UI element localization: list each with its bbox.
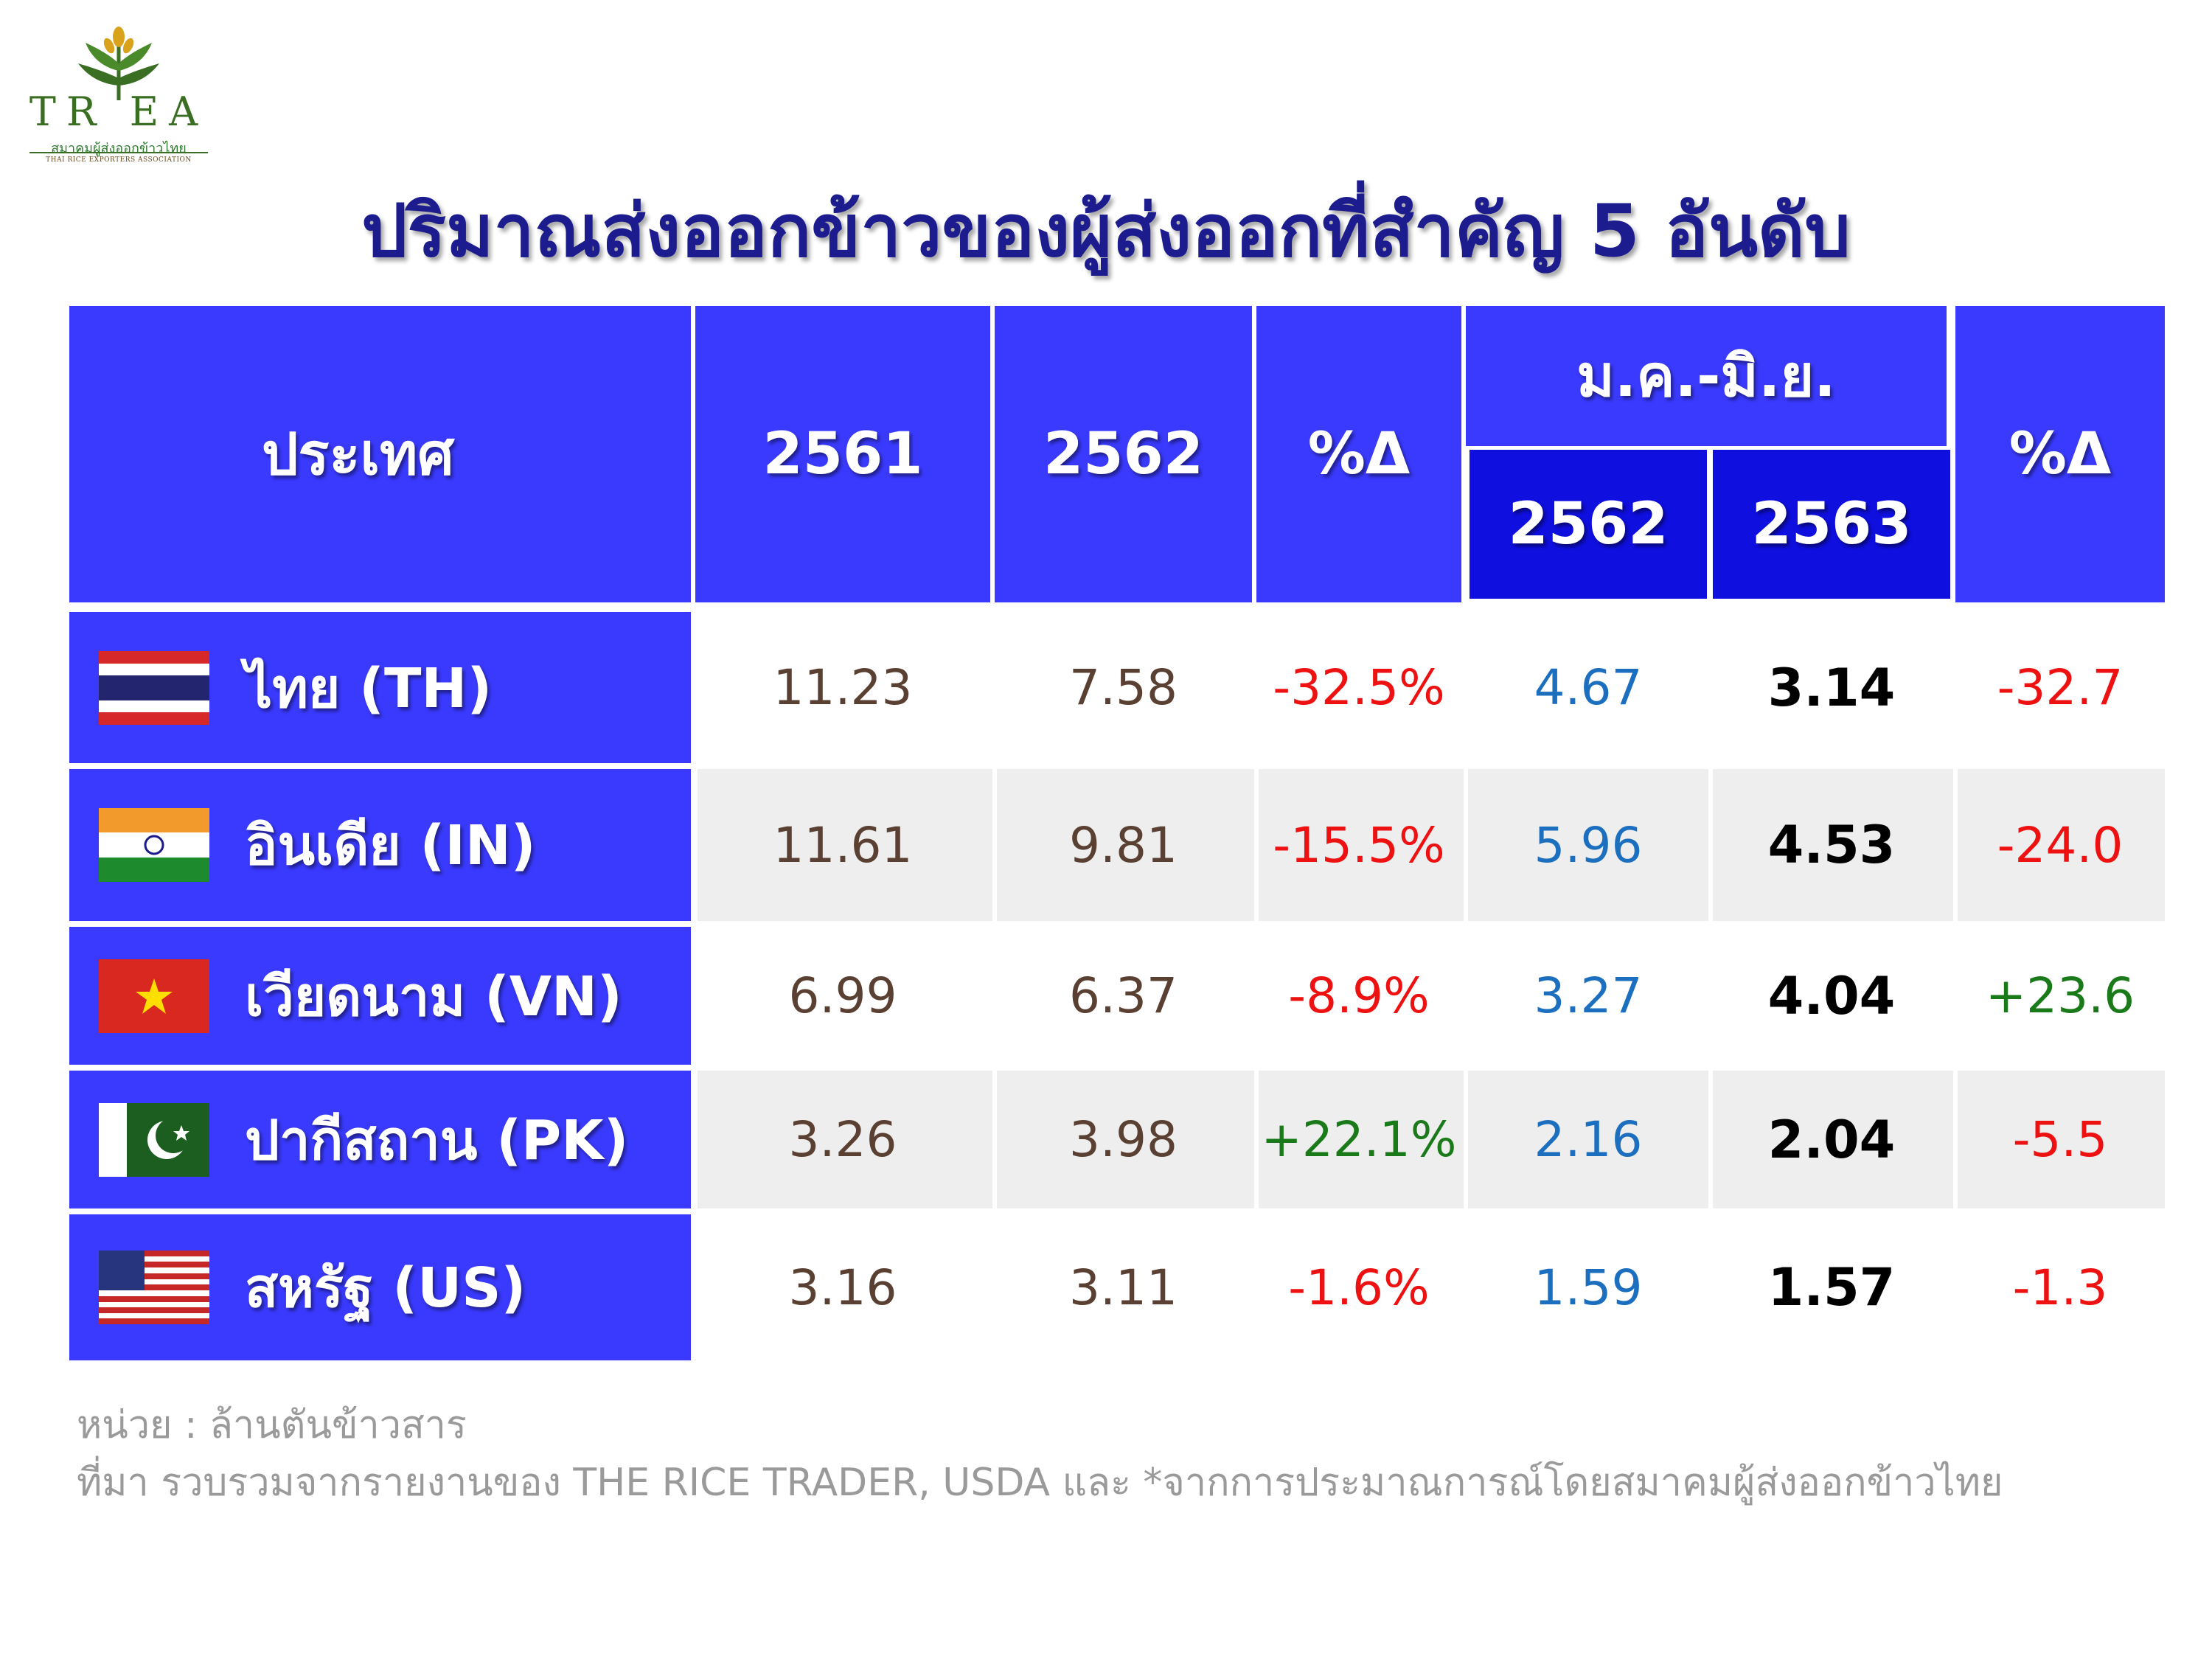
cell-jan-jun-2563: 3.14 [1767, 657, 1896, 718]
footnote-unit: หน่วย : ล้านตันข้าวสาร [77, 1403, 467, 1447]
cell-2561: 3.26 [788, 1111, 897, 1168]
cell-2562: 3.11 [1069, 1259, 1178, 1316]
country-name: ปากีสถาน (PK) [245, 1108, 629, 1172]
thailand-flag-icon [99, 651, 209, 725]
india-flag-icon [99, 808, 209, 882]
table-row [695, 1071, 2165, 1208]
cell-pct-change: -1.6% [1288, 1259, 1430, 1316]
cell-jan-jun-2562: 1.59 [1534, 1259, 1643, 1316]
country-cell: ปากีสถาน (PK) [69, 1071, 691, 1208]
cell-pct-change-2: -1.3 [2012, 1259, 2108, 1316]
cell-2562: 7.58 [1069, 659, 1178, 716]
cell-2561: 6.99 [788, 967, 897, 1024]
logo-english-name: THAI RICE EXPORTERS ASSOCIATION [46, 156, 192, 164]
logo-thai-name: สมาคมผู้ส่งออกข้าวไทย [51, 141, 187, 156]
cell-2562: 6.37 [1069, 967, 1178, 1024]
header-2562: 2562 [995, 306, 1252, 602]
cell-pct-change: -15.5% [1273, 816, 1445, 874]
cell-jan-jun-2563: 4.04 [1767, 965, 1896, 1026]
cell-pct-change-2: -32.7 [1997, 659, 2124, 716]
column-divider [1953, 612, 1958, 1360]
table-row [695, 769, 2165, 921]
cell-pct-change-2: +23.6 [1985, 967, 2135, 1024]
footnote-source: ที่มา รวบรวมจากรายงานของ THE RICE TRADER… [77, 1461, 2003, 1505]
row-divider [69, 922, 2165, 927]
header-jan-jun-2563: 2563 [1709, 446, 1954, 602]
row-divider [69, 765, 2165, 769]
cell-jan-jun-2562: 2.16 [1534, 1111, 1643, 1168]
header-pct-change: %Δ [1256, 306, 1461, 602]
trea-logo: TR EA สมาคมผู้ส่งออกข้าวไทย THAI RICE EX… [27, 27, 211, 167]
logo-divider [29, 152, 208, 153]
cell-2561: 11.61 [773, 816, 913, 874]
header-jan-jun: ม.ค.-มิ.ย. [1466, 306, 1947, 446]
cell-2562: 3.98 [1069, 1111, 1178, 1168]
page-title: ปริมาณส่งออกข้าวของผู้ส่งออกที่สำคัญ 5 อ… [361, 189, 1851, 274]
cell-jan-jun-2563: 4.53 [1767, 815, 1896, 875]
header-2561: 2561 [695, 306, 990, 602]
cell-jan-jun-2563: 1.57 [1767, 1257, 1896, 1318]
logo-wordmark: TR EA [29, 88, 209, 135]
header-country: ประเทศ [69, 306, 691, 602]
country-cell: เวียดนาม (VN) [69, 927, 691, 1065]
country-cell: สหรัฐ (US) [69, 1214, 691, 1360]
pakistan-flag-icon [99, 1103, 209, 1177]
country-name: อินเดีย (IN) [245, 814, 536, 877]
cell-pct-change-2: -5.5 [2012, 1111, 2108, 1168]
vietnam-flag-icon [99, 959, 209, 1033]
cell-2561: 3.16 [788, 1259, 897, 1316]
country-name: สหรัฐ (US) [245, 1256, 526, 1320]
cell-pct-change-2: -24.0 [1997, 816, 2124, 874]
cell-jan-jun-2562: 5.96 [1534, 816, 1643, 874]
header-pct-change-2: %Δ [1955, 306, 2165, 602]
country-name: ไทย (TH) [245, 656, 493, 720]
cell-pct-change: +22.1% [1261, 1111, 1457, 1168]
header-jan-jun-2562: 2562 [1466, 446, 1711, 602]
country-name: เวียดนาม (VN) [245, 964, 622, 1029]
column-divider [1464, 612, 1468, 1360]
export-table: ประเทศ 2561 2562 %Δ ม.ค.-มิ.ย. 2562 2563… [69, 306, 2165, 1360]
usa-flag-icon [99, 1251, 209, 1324]
row-divider [69, 1210, 2165, 1214]
row-divider [69, 1066, 2165, 1071]
cell-pct-change: -8.9% [1288, 967, 1430, 1024]
country-cell: ไทย (TH) [69, 612, 691, 763]
cell-jan-jun-2562: 3.27 [1534, 967, 1643, 1024]
rice-plant-icon [78, 27, 159, 100]
column-divider [693, 612, 698, 1360]
column-divider [992, 612, 997, 1360]
column-divider [1708, 612, 1713, 1360]
cell-pct-change: -32.5% [1273, 659, 1445, 716]
cell-2562: 9.81 [1069, 816, 1178, 874]
cell-jan-jun-2563: 2.04 [1767, 1109, 1896, 1170]
row-divider [69, 608, 2165, 612]
column-divider [1254, 612, 1259, 1360]
cell-jan-jun-2562: 4.67 [1534, 659, 1643, 716]
country-cell: อินเดีย (IN) [69, 769, 691, 921]
cell-2561: 11.23 [773, 659, 913, 716]
